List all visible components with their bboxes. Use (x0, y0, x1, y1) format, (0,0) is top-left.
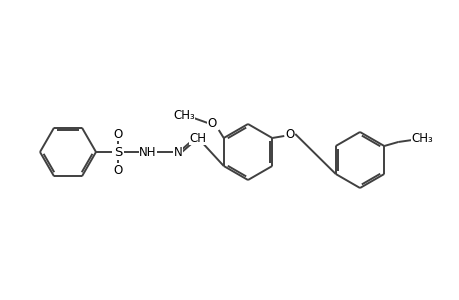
Text: CH₃: CH₃ (173, 109, 194, 122)
Text: O: O (113, 128, 123, 140)
Text: NH: NH (139, 146, 157, 158)
Text: CH₃: CH₃ (410, 131, 432, 145)
Text: O: O (285, 128, 294, 140)
Text: O: O (207, 116, 216, 130)
Text: N: N (173, 146, 182, 158)
Text: CH: CH (189, 131, 206, 145)
Text: S: S (113, 146, 122, 158)
Text: O: O (113, 164, 123, 176)
